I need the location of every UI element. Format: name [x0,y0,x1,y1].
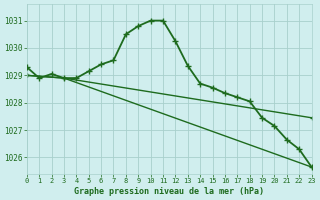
X-axis label: Graphe pression niveau de la mer (hPa): Graphe pression niveau de la mer (hPa) [74,187,264,196]
